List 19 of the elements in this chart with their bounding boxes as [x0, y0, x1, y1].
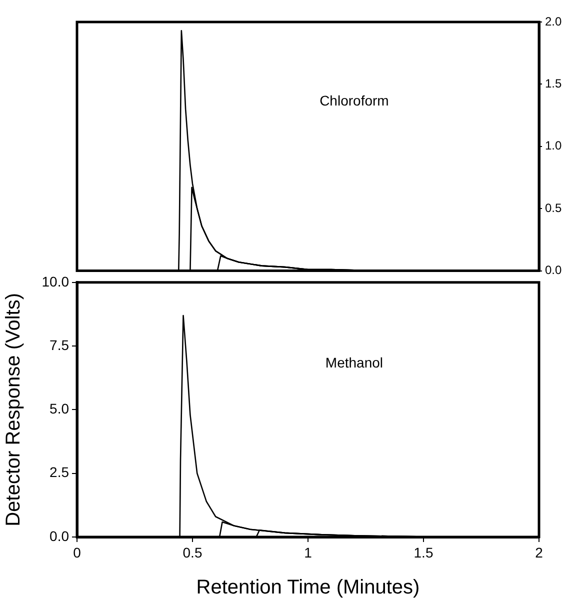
x-axis-title: Retention Time (Minutes)	[196, 576, 420, 599]
y2-tick-label: 1.0	[545, 138, 562, 153]
x-tick-label: 0	[73, 544, 82, 560]
x-tick-label: 1	[304, 544, 312, 560]
y2-tick-label: 2.0	[545, 14, 562, 28]
y-tick-label: 5.0	[50, 400, 70, 417]
y2-tick-label: 1.5	[545, 76, 562, 91]
y2-tick-label: 0.5	[545, 200, 562, 215]
x-tick-label: 2	[535, 544, 544, 560]
y-tick-label: 0.0	[50, 528, 70, 544]
y2-tick-label: 0.0	[545, 263, 562, 278]
y-axis-title: Detector Response (Volts)	[2, 292, 25, 526]
x-tick-label: 0.5	[182, 544, 202, 560]
y-tick-label: 10.0	[42, 273, 70, 290]
annotation: Methanol	[325, 354, 383, 371]
x-tick-label: 1.5	[414, 544, 434, 560]
y-tick-label: 7.5	[50, 336, 70, 353]
y-tick-label: 2.5	[50, 464, 70, 480]
annotation: Chloroform	[320, 92, 389, 108]
